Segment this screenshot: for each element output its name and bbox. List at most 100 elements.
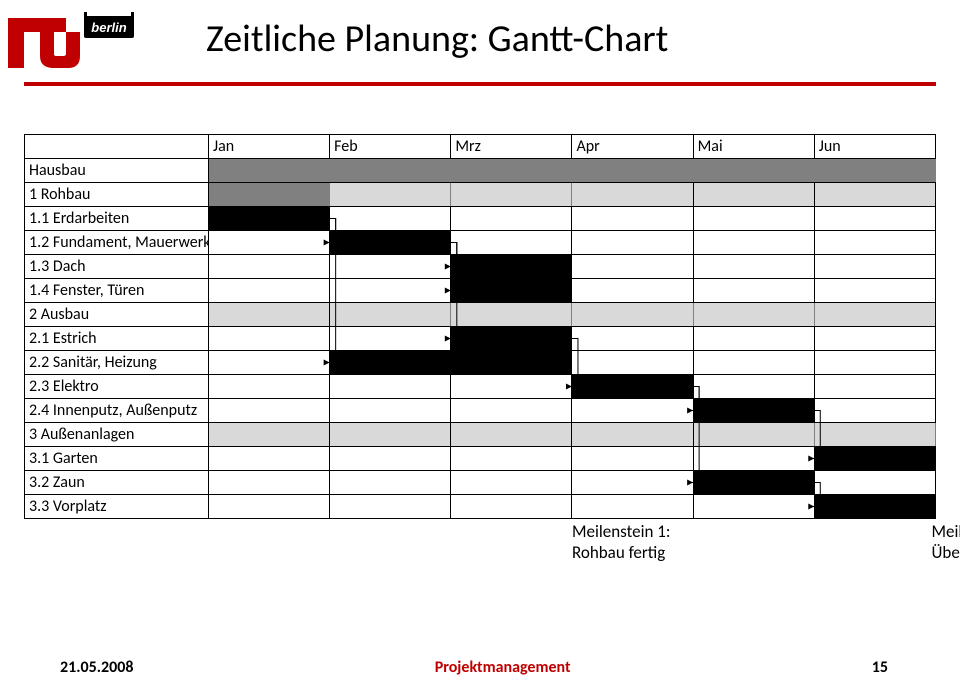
milestone-sub: Rohbau fertig [572, 542, 670, 563]
gantt-cell [209, 231, 330, 255]
task-label: 3.2 Zaun [25, 471, 209, 495]
gantt-cell [814, 255, 935, 279]
gantt-cell [693, 231, 814, 255]
gantt-cell [814, 327, 935, 351]
gantt-cell [209, 327, 330, 351]
gantt-cell [209, 423, 330, 447]
gantt-cell [451, 159, 572, 183]
gantt-cell [572, 231, 693, 255]
gantt-cell [693, 471, 814, 495]
gantt-cell [814, 183, 935, 207]
gantt-cell [330, 231, 451, 255]
gantt-cell [693, 327, 814, 351]
gantt-cell [209, 495, 330, 519]
task-label: 2.3 Elektro [25, 375, 209, 399]
gantt-cell [209, 351, 330, 375]
gantt-cell [572, 423, 693, 447]
task-label: 1.3 Dach [25, 255, 209, 279]
task-label: 2.4 Innenputz, Außenputz [25, 399, 209, 423]
gantt-cell [572, 327, 693, 351]
gantt-cell [572, 207, 693, 231]
task-label: Hausbau [25, 159, 209, 183]
gantt-cell [330, 303, 451, 327]
gantt-cell [451, 183, 572, 207]
gantt-cell [451, 399, 572, 423]
gantt-cell [330, 375, 451, 399]
task-label: 1 Rohbau [25, 183, 209, 207]
gantt-cell [814, 495, 935, 519]
gantt-cell [693, 183, 814, 207]
gantt-cell [330, 183, 451, 207]
month-header: Mai [693, 135, 814, 159]
gantt-cell [209, 447, 330, 471]
task-label: 3.1 Garten [25, 447, 209, 471]
gantt-cell [814, 303, 935, 327]
gantt-cell [814, 351, 935, 375]
gantt-cell [814, 279, 935, 303]
month-header: Apr [572, 135, 693, 159]
gantt-cell [693, 255, 814, 279]
gantt-cell [572, 447, 693, 471]
gantt-cell [330, 471, 451, 495]
gantt-cell [209, 303, 330, 327]
gantt-cell [451, 375, 572, 399]
tu-berlin-logo: berlin [8, 12, 136, 72]
gantt-cell [209, 279, 330, 303]
gantt-cell [814, 159, 935, 183]
gantt-cell [209, 399, 330, 423]
gantt-cell [330, 327, 451, 351]
gantt-cell [451, 207, 572, 231]
gantt-cell [693, 399, 814, 423]
milestone: Meilenstein 2Übergabefertig [932, 521, 960, 563]
gantt-cell [814, 423, 935, 447]
gantt-cell [693, 279, 814, 303]
gantt-cell [693, 375, 814, 399]
month-header: Jan [209, 135, 330, 159]
milestone: Meilenstein 1:Rohbau fertig [572, 521, 670, 563]
gantt-cell [572, 303, 693, 327]
gantt-cell [209, 159, 330, 183]
gantt-cell [330, 207, 451, 231]
milestone-title: Meilenstein 1: [572, 521, 670, 542]
task-label: 3 Außenanlagen [25, 423, 209, 447]
page-title: Zeitliche Planung: Gantt-Chart [206, 16, 668, 62]
gantt-cell [572, 183, 693, 207]
gantt-cell [814, 207, 935, 231]
gantt-cell [330, 423, 451, 447]
gantt-cell [330, 399, 451, 423]
gantt-cell [814, 471, 935, 495]
gantt-cell [451, 279, 572, 303]
gantt-cell [209, 183, 330, 207]
gantt-cell [451, 471, 572, 495]
gantt-cell [330, 159, 451, 183]
gantt-cell [330, 279, 451, 303]
gantt-cell [572, 351, 693, 375]
task-label: 2.2 Sanitär, Heizung [25, 351, 209, 375]
task-bar [209, 207, 330, 230]
gantt-cell [572, 471, 693, 495]
gantt-cell [693, 159, 814, 183]
task-label: 1.2 Fundament, Mauerwerk [25, 231, 209, 255]
gantt-cell [572, 279, 693, 303]
gantt-cell [693, 303, 814, 327]
svg-text:berlin: berlin [91, 20, 126, 35]
gantt-cell [814, 231, 935, 255]
gantt-cell [451, 303, 572, 327]
month-header: Mrz [451, 135, 572, 159]
gantt-cell [451, 423, 572, 447]
gantt-cell [330, 351, 451, 375]
gantt-cell [209, 471, 330, 495]
gantt-cell [209, 255, 330, 279]
gantt-cell [330, 447, 451, 471]
gantt-cell [693, 351, 814, 375]
footer-date: 21.05.2008 [60, 658, 133, 677]
month-header: Feb [330, 135, 451, 159]
gantt-cell [451, 495, 572, 519]
gantt-cell [451, 351, 572, 375]
gantt-corner [25, 135, 209, 159]
gantt-cell [693, 495, 814, 519]
task-label: 3.3 Vorplatz [25, 495, 209, 519]
gantt-chart: JanFebMrzAprMaiJun Hausbau1 Rohbau1.1 Er… [24, 134, 936, 519]
footer-center: Projektmanagement [435, 658, 571, 677]
task-label: 1.1 Erdarbeiten [25, 207, 209, 231]
